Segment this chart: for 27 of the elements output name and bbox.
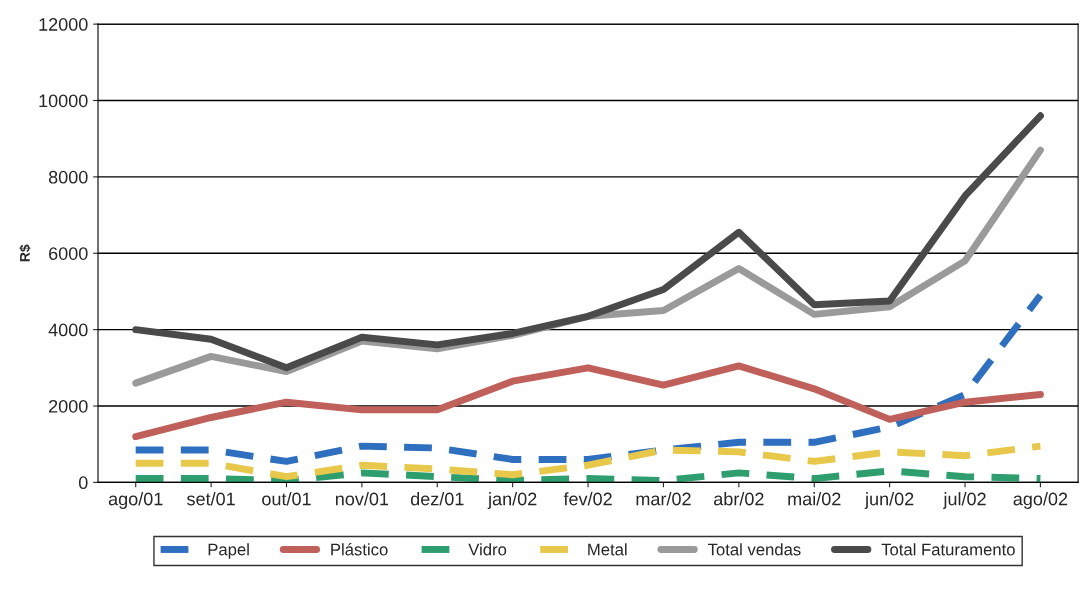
legend-label: Papel [208,543,249,559]
x-tick-label: fev/02 [563,492,612,506]
legend-label: Metal [588,543,627,556]
x-tick-label: jul/02 [943,492,986,509]
x-tick-label: abr/02 [714,492,764,506]
y-axis-title: R$ [19,244,31,262]
y-tick-label: 12000 [39,18,88,31]
y-tick-label: 10000 [39,94,88,108]
y-tick-label: 2000 [49,399,88,413]
y-tick-label: 0 [78,476,88,490]
x-tick-label: jun/02 [864,492,914,509]
legend-label: Total vendas [708,543,801,556]
x-tick-label: jan/02 [487,492,537,509]
x-tick-label: nov/01 [335,492,389,506]
x-tick-label: mai/02 [788,492,841,506]
y-tick-label: 6000 [49,247,88,260]
legend-label: Vidro [468,543,507,556]
x-tick-label: set/01 [187,492,235,506]
x-tick-label: mar/02 [636,492,691,506]
y-tick-label: 8000 [48,170,88,184]
y-tick-label: 4000 [48,323,88,337]
legend-label: Total Faturamento [881,543,1015,556]
x-tick-label: ago/02 [1013,492,1068,509]
x-tick-label: out/01 [262,492,311,506]
x-tick-label: ago/01 [108,492,163,509]
x-tick-label: dez/01 [410,492,464,506]
legend-label: Plástico [331,543,388,556]
